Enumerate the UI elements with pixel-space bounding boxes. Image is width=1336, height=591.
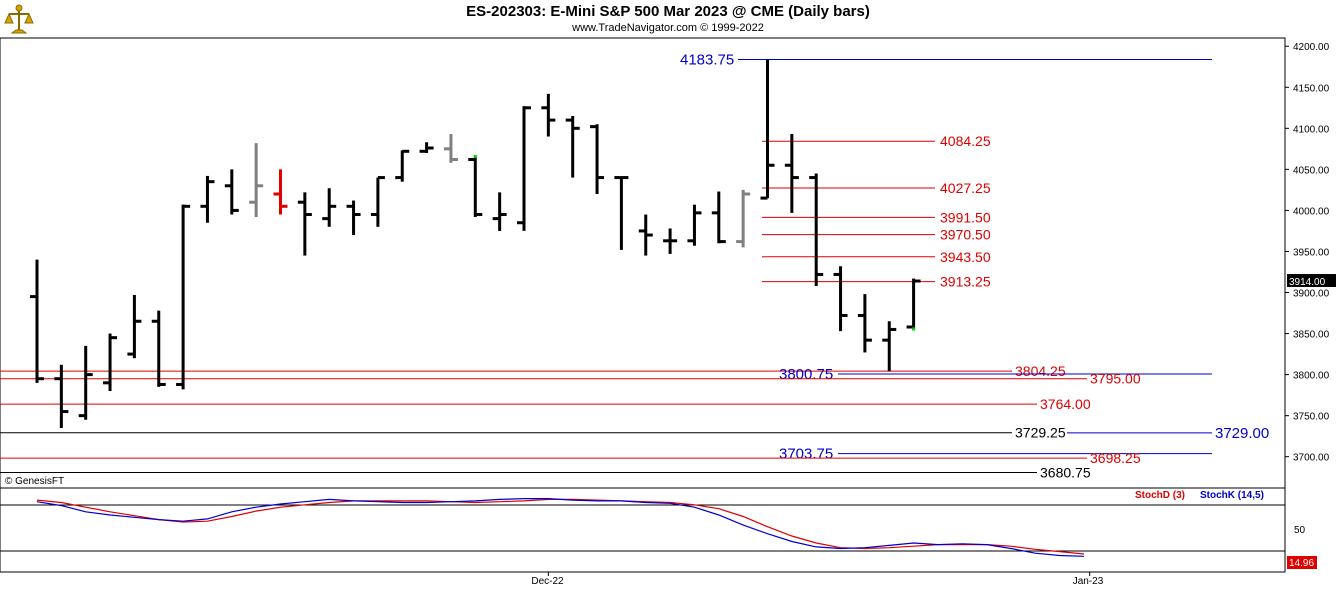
stochk-line[interactable]: [36, 498, 1085, 557]
price-axis-tick-label: 4200.00: [1293, 42, 1330, 53]
level-label-4183.75: 4183.75: [680, 52, 734, 69]
last-price-label: 3914.00: [1289, 277, 1326, 288]
level-label-3804.25: 3804.25: [1015, 363, 1066, 379]
price-axis-tick-label: 3850.00: [1293, 330, 1330, 341]
level-label-3703.75: 3703.75: [779, 446, 833, 463]
level-label-3698.25: 3698.25: [1090, 450, 1141, 466]
signal-dot: [912, 327, 916, 331]
level-label-3680.75: 3680.75: [1040, 465, 1091, 481]
price-axis-tick-label: 3950.00: [1293, 247, 1330, 258]
level-label-3729.25: 3729.25: [1015, 425, 1066, 441]
signal-dot: [473, 155, 477, 159]
price-axis-tick-label: 4100.00: [1293, 124, 1330, 135]
chart-subtitle: www.TradeNavigator.com © 1999-2022: [572, 22, 764, 34]
price-axis-tick-label: 3800.00: [1293, 371, 1330, 382]
chart-header: ES-202303: E-Mini S&P 500 Mar 2023 @ CME…: [0, 0, 1336, 38]
level-label-4027.25: 4027.25: [940, 180, 991, 196]
stoch-last-value-tag: [1287, 556, 1317, 569]
price-axis-tick-label: 3750.00: [1293, 412, 1330, 423]
price-axis: [1285, 38, 1336, 572]
time-axis-tick-label: Jan-23: [1073, 576, 1104, 587]
stochk-legend: StochK (14,5): [1200, 490, 1264, 501]
stochd-legend: StochD (3): [1135, 490, 1185, 501]
level-label-3913.25: 3913.25: [940, 274, 991, 290]
stoch-last-value-label: 14.96: [1289, 558, 1314, 569]
level-label-3991.50: 3991.50: [940, 209, 991, 225]
level-label-3795.00: 3795.00: [1090, 371, 1141, 387]
level-label-3970.50: 3970.50: [940, 227, 991, 243]
level-label-3800.75: 3800.75: [779, 366, 833, 383]
copyright-label: © GenesisFT: [5, 476, 64, 487]
price-axis-tick-label: 4000.00: [1293, 206, 1330, 217]
level-label-3943.50: 3943.50: [940, 249, 991, 265]
stochastic-panel: [0, 487, 1286, 573]
genesis-logo-icon: [4, 3, 34, 35]
price-axis-tick-label: 4150.00: [1293, 83, 1330, 94]
level-label-3729.00: 3729.00: [1215, 425, 1269, 442]
last-price-tag: [1287, 274, 1336, 288]
chart-title: ES-202303: E-Mini S&P 500 Mar 2023 @ CME…: [466, 3, 870, 20]
level-label-3764.00: 3764.00: [1040, 396, 1091, 412]
price-axis-tick-label: 3700.00: [1293, 453, 1330, 464]
time-axis-tick-label: Dec-22: [531, 576, 564, 587]
stoch-axis-tick-label: 50: [1294, 525, 1306, 536]
price-axis-tick-label: 4050.00: [1293, 165, 1330, 176]
level-label-4084.25: 4084.25: [940, 133, 991, 149]
price-axis-tick-label: 3900.00: [1293, 289, 1330, 300]
price-panel: [0, 37, 1286, 489]
